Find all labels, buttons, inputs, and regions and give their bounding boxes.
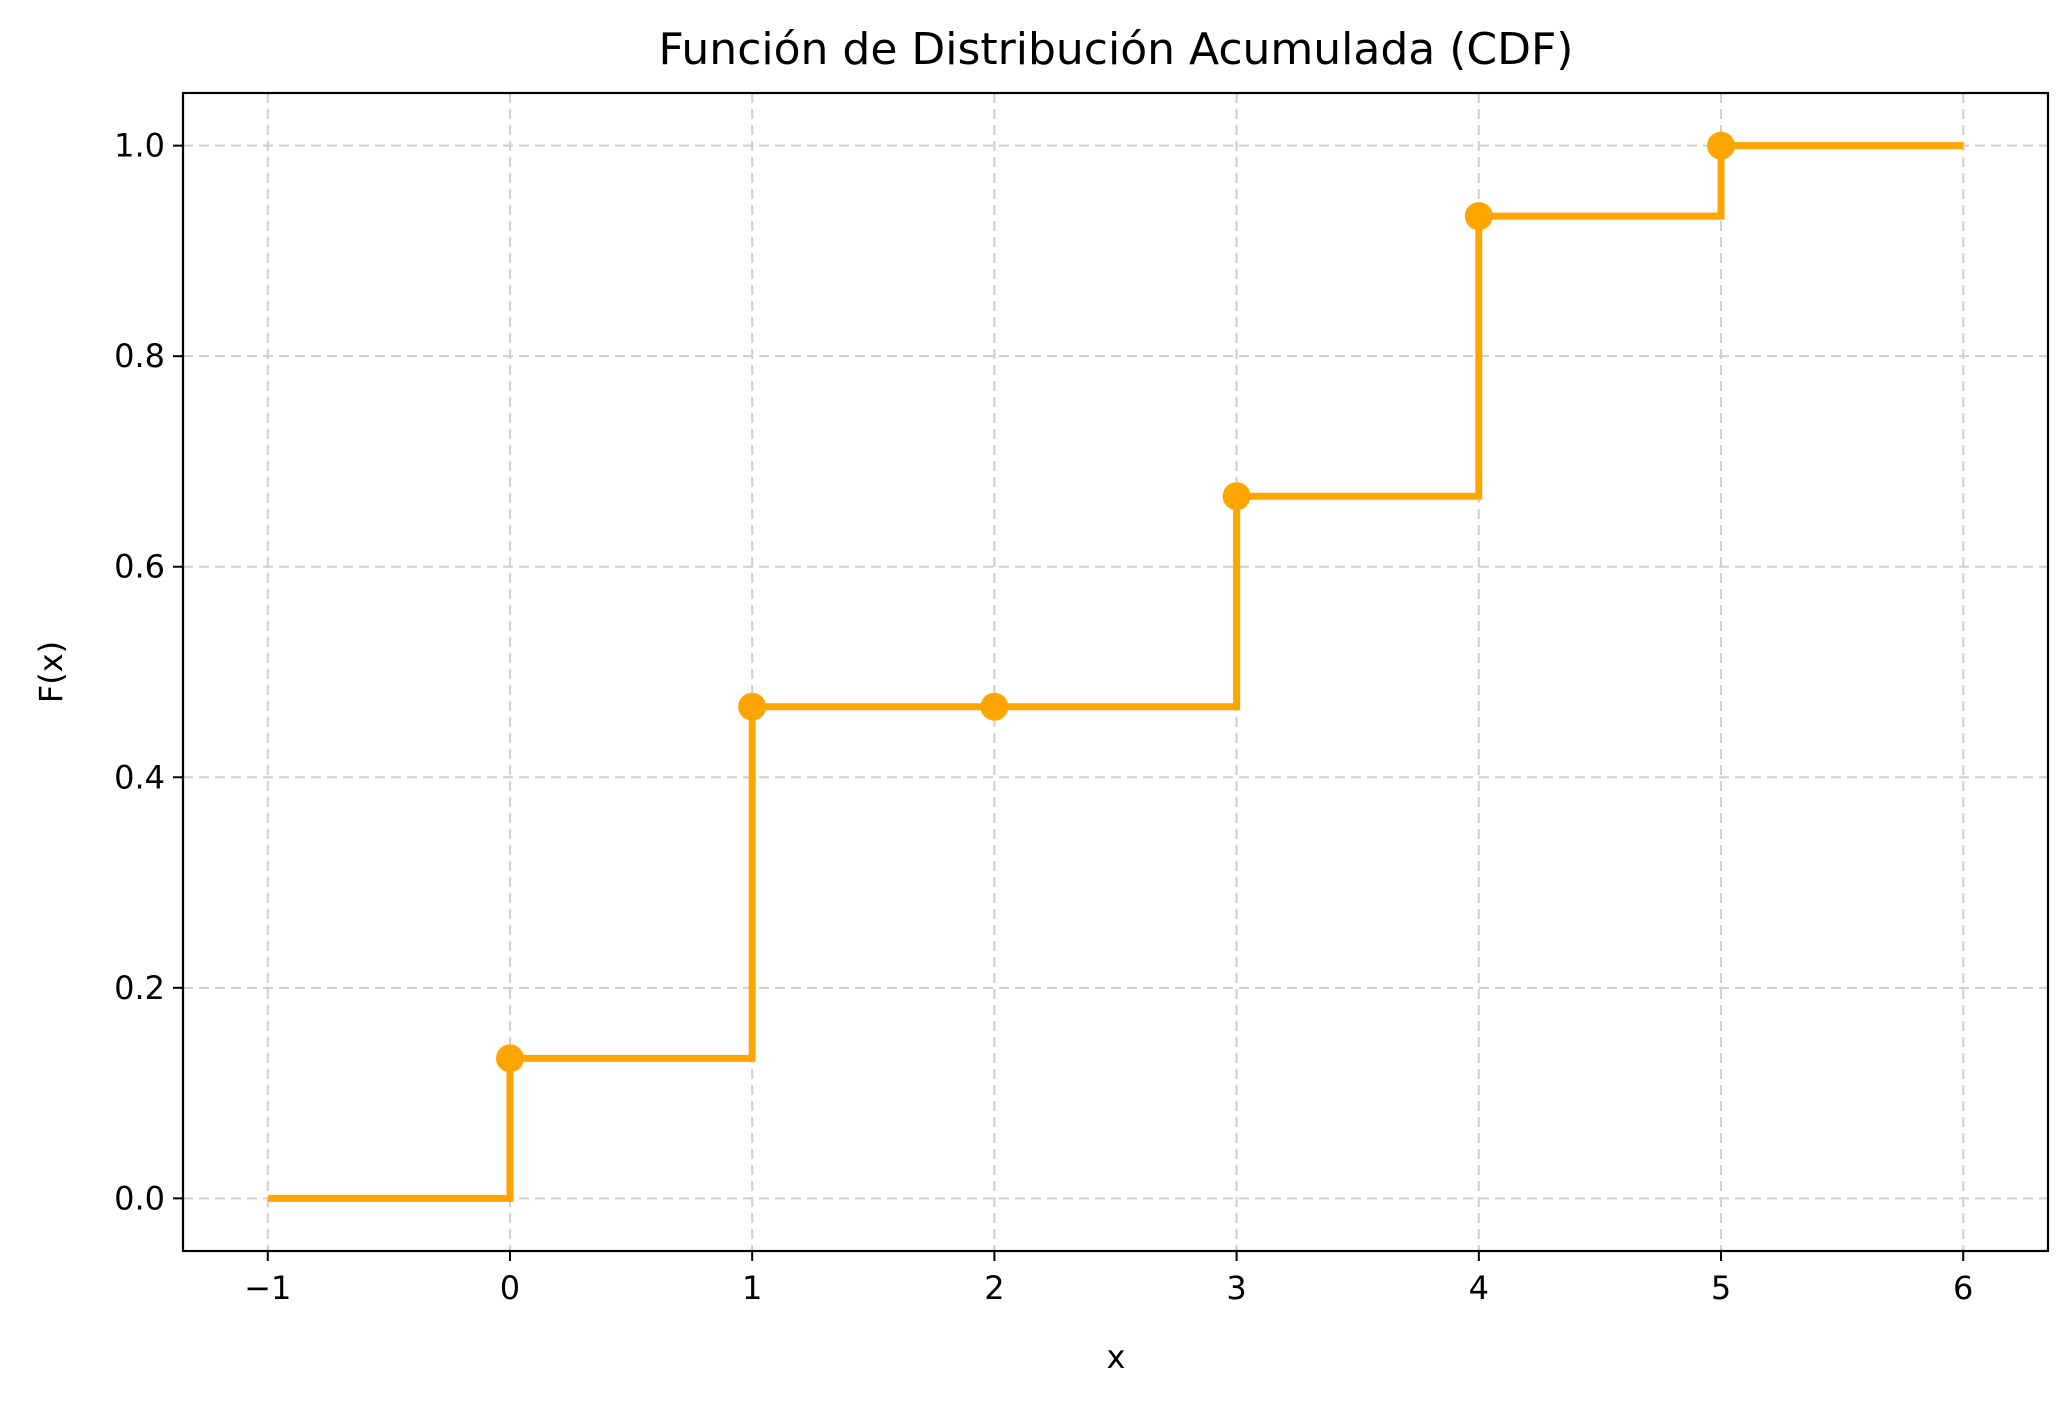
y-tick-label: 1.0: [114, 127, 165, 165]
cdf-point: [738, 692, 767, 721]
series-layer: [267, 131, 1964, 1202]
cdf-point: [1707, 131, 1736, 160]
cdf-point: [1222, 482, 1251, 511]
cdf-point: [495, 1044, 524, 1073]
plot-frame: [181, 91, 2050, 1253]
y-axis-label: F(x): [32, 641, 70, 703]
y-tick-label: 0.4: [114, 758, 165, 796]
x-axis: −1 0 1 2 3 4 5 6: [244, 1251, 1973, 1307]
cdf-point: [980, 692, 1009, 721]
x-axis-label: x: [1107, 1338, 1126, 1376]
x-tick-label: 3: [1226, 1269, 1246, 1307]
x-tick-label: −1: [244, 1269, 291, 1307]
x-tick-label: 5: [1711, 1269, 1731, 1307]
x-tick-label: 6: [1953, 1269, 1973, 1307]
x-tick-label: 1: [742, 1269, 762, 1307]
y-tick-label: 0.6: [114, 548, 165, 586]
x-tick-label: 2: [984, 1269, 1004, 1307]
y-tick-label: 0.2: [114, 969, 165, 1007]
cdf-point: [1464, 202, 1493, 231]
y-tick-label: 0.0: [114, 1179, 165, 1217]
chart-title: Función de Distribución Acumulada (CDF): [659, 24, 1574, 75]
x-tick-label: 0: [500, 1269, 520, 1307]
x-tick-label: 4: [1469, 1269, 1489, 1307]
y-tick-label: 0.8: [114, 337, 165, 375]
y-axis: 0.0 0.2 0.4 0.6 0.8 1.0: [114, 127, 183, 1217]
